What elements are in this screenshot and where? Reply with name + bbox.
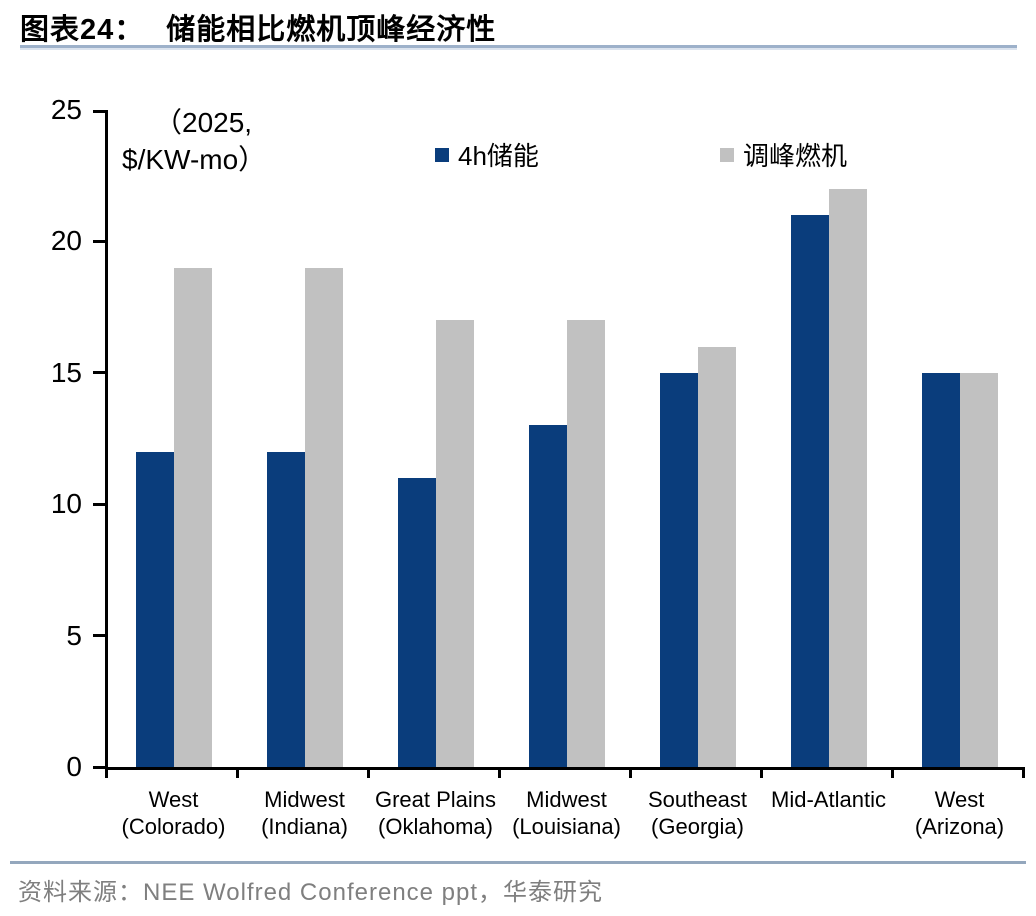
y-tick-25 bbox=[93, 110, 105, 113]
bar-series0-cat4 bbox=[659, 372, 698, 767]
y-axis-label-15: 15 bbox=[50, 356, 82, 388]
y-tick-5 bbox=[93, 634, 105, 638]
legend-item-storage: 4h储能 bbox=[435, 136, 539, 173]
x-tick-4 bbox=[629, 767, 632, 778]
bar-series0-cat2 bbox=[397, 477, 436, 767]
y-axis-label-10: 10 bbox=[50, 488, 82, 520]
y-axis-label-20: 20 bbox=[50, 225, 82, 257]
bar-series0-cat3 bbox=[528, 425, 567, 767]
footer-rule bbox=[10, 861, 1026, 864]
legend-swatch-peaker bbox=[720, 147, 734, 162]
bar-series0-cat1 bbox=[266, 451, 305, 767]
bar-series1-cat5 bbox=[828, 188, 867, 767]
chart-title-prefix: 图表24： bbox=[20, 14, 145, 46]
x-tick-7 bbox=[1022, 767, 1025, 778]
x-category-label-line: Mid-Atlantic bbox=[771, 787, 886, 812]
x-category-label-line: Great Plains bbox=[374, 787, 497, 812]
title-rule bbox=[20, 45, 1017, 48]
y-tick-0 bbox=[93, 765, 105, 769]
unit-annotation-line2: $/KW-mo） bbox=[122, 144, 267, 175]
x-category-label-line: (Oklahoma) bbox=[378, 814, 493, 839]
x-category-label-1: Midwest (Indiana) bbox=[230, 786, 380, 840]
chart-title-text: 储能相比燃机顶峰经济性 bbox=[166, 14, 497, 46]
y-tick-10 bbox=[93, 502, 105, 506]
x-tick-3 bbox=[498, 767, 501, 778]
bar-series1-cat0 bbox=[173, 267, 212, 767]
x-category-label-line: (Colorado) bbox=[121, 814, 226, 839]
y-axis-label-5: 5 bbox=[66, 619, 82, 651]
x-tick-0 bbox=[105, 767, 108, 778]
legend-label-peaker: 调峰燃机 bbox=[743, 141, 848, 171]
x-category-label-line: (Indiana) bbox=[261, 814, 348, 839]
x-category-label-line: West bbox=[148, 787, 199, 812]
x-category-label-3: Midwest (Louisiana) bbox=[492, 786, 642, 840]
x-category-label-4: Southeast (Georgia) bbox=[623, 786, 773, 840]
x-category-label-line: Midwest bbox=[526, 787, 607, 812]
unit-annotation-line1: （2025, bbox=[154, 107, 253, 138]
legend-item-peaker: 调峰燃机 bbox=[720, 136, 847, 173]
y-tick-20 bbox=[93, 239, 105, 243]
bar-series1-cat2 bbox=[435, 320, 474, 767]
x-category-label-6: West (Arizona) bbox=[885, 786, 1035, 840]
title-rule-shadow bbox=[20, 48, 1017, 50]
legend-label-storage: 4h储能 bbox=[458, 141, 539, 171]
unit-annotation: （2025, $/KW-mo） bbox=[122, 104, 266, 178]
x-category-label-2: Great Plains (Oklahoma) bbox=[361, 786, 511, 840]
x-category-label-line: Midwest bbox=[264, 787, 345, 812]
bar-series1-cat1 bbox=[304, 267, 343, 767]
bar-series1-cat3 bbox=[566, 320, 605, 767]
bar-series1-cat6 bbox=[959, 372, 998, 767]
x-tick-5 bbox=[760, 767, 763, 778]
bar-series1-cat4 bbox=[697, 346, 736, 767]
x-category-label-line: (Arizona) bbox=[914, 814, 1005, 839]
bar-series0-cat5 bbox=[790, 215, 829, 767]
bar-series0-cat0 bbox=[135, 451, 174, 767]
x-category-label-line: (Georgia) bbox=[651, 814, 744, 839]
x-category-label-line: (Louisiana) bbox=[512, 814, 621, 839]
x-category-label-line: Southeast bbox=[647, 787, 748, 812]
source-note: 资料来源：NEE Wolfred Conference ppt，华泰研究 bbox=[18, 879, 604, 906]
x-axis-labels: West (Colorado) Midwest (Indiana) Great Plai… bbox=[108, 786, 1025, 842]
y-axis-label-25: 25 bbox=[50, 94, 82, 125]
x-tick-6 bbox=[891, 767, 894, 778]
x-tick-2 bbox=[367, 767, 370, 778]
y-tick-15 bbox=[93, 371, 105, 375]
x-category-label-5: Mid-Atlantic bbox=[754, 786, 904, 813]
bar-series0-cat6 bbox=[921, 372, 960, 767]
legend-swatch-storage bbox=[435, 147, 449, 162]
y-axis-label-0: 0 bbox=[66, 751, 82, 782]
x-category-label-0: West (Colorado) bbox=[99, 786, 249, 840]
chart-title: 图表24： 储能相比燃机顶峰经济性 bbox=[20, 6, 496, 48]
x-category-label-line: West bbox=[934, 787, 985, 812]
x-tick-1 bbox=[236, 767, 239, 778]
plot-area: （2025, $/KW-mo） 4h储能 调峰燃机 0 5 10 15 20 25 bbox=[51, 94, 1025, 782]
